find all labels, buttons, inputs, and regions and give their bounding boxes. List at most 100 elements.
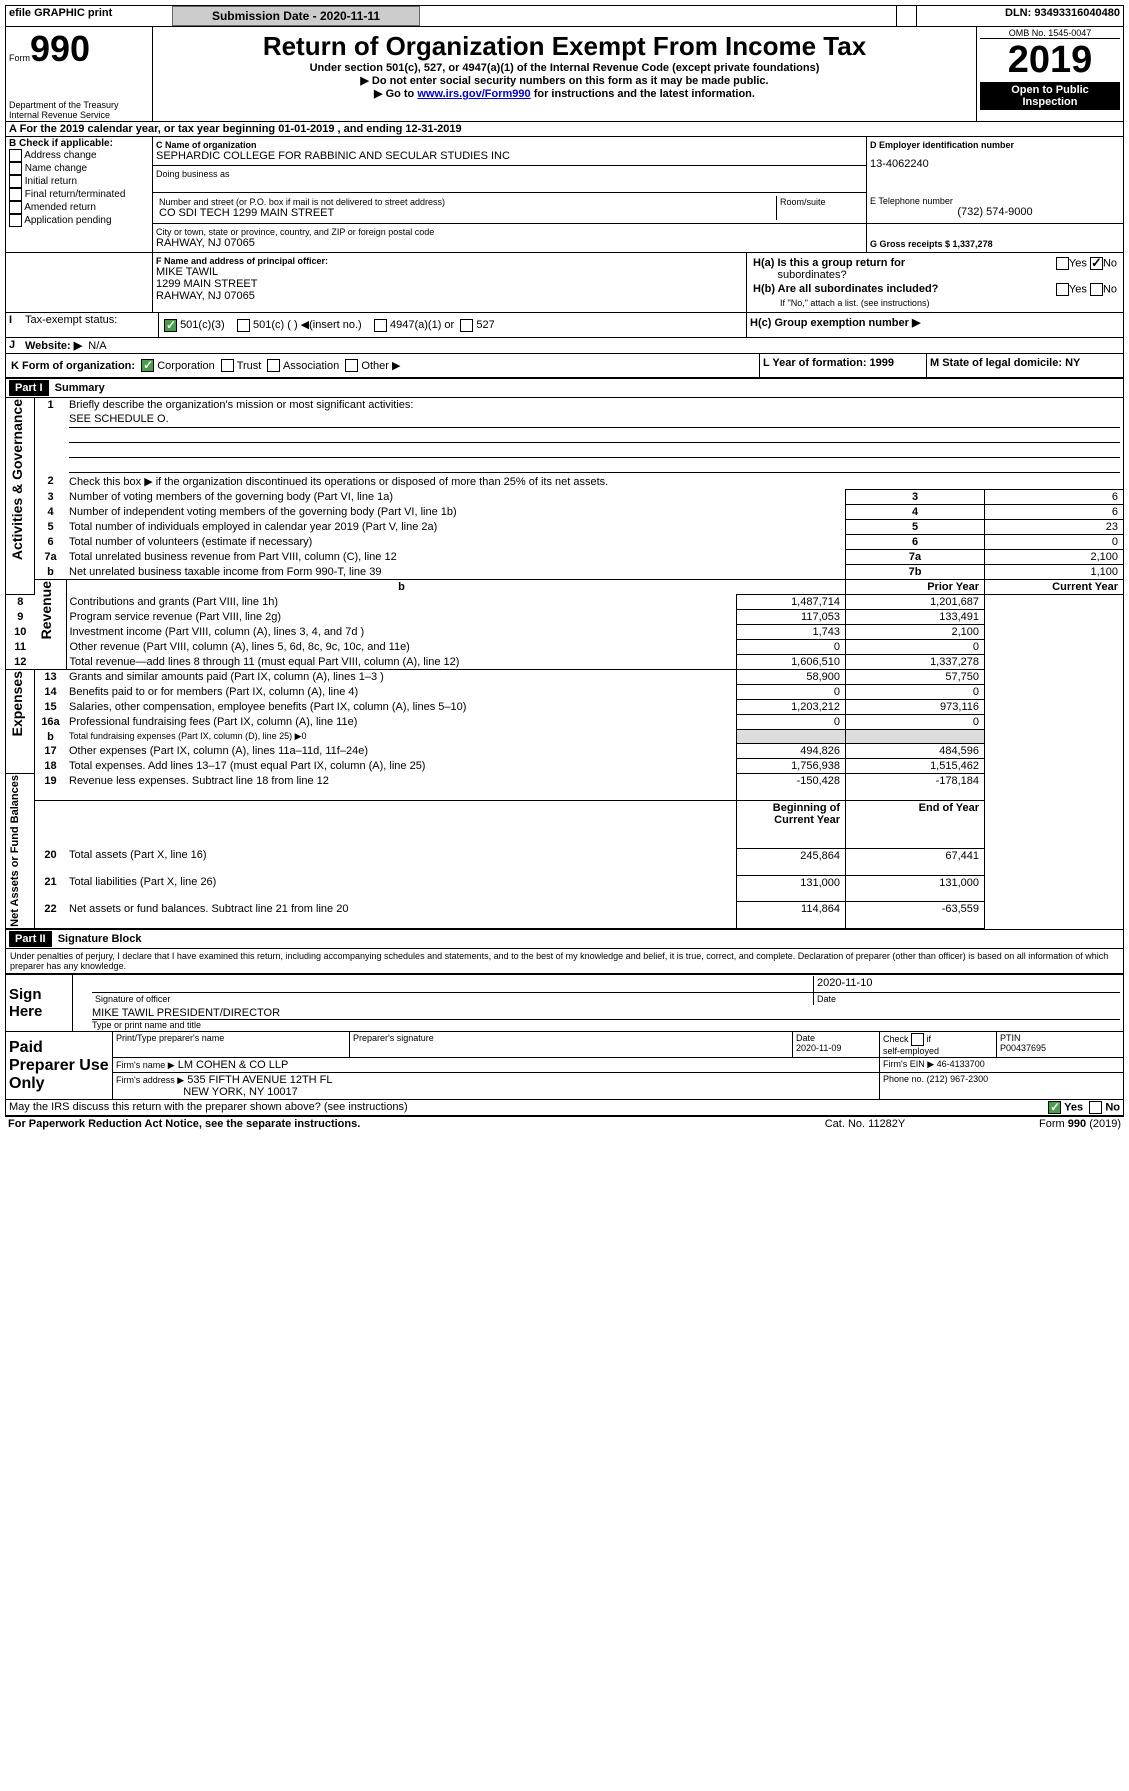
cat-no: Cat. No. 11282Y	[762, 1117, 968, 1131]
f-officer-label: F Name and address of principal officer:	[156, 256, 743, 266]
form990-link[interactable]: www.irs.gov/Form990	[417, 88, 530, 100]
submission-date: Submission Date - 2020-11-11	[172, 6, 420, 26]
b-label: B Check if applicable:	[9, 138, 149, 149]
line7b-val: 1,100	[985, 565, 1124, 580]
officer-name-title: MIKE TAWIL PRESIDENT/DIRECTOR	[92, 1007, 1120, 1020]
prior-year-header: Prior Year	[846, 580, 985, 595]
section-a-year: A For the 2019 calendar year, or tax yea…	[5, 122, 1124, 137]
section-i: I Tax-exempt status: 501(c)(3) 501(c) ( …	[5, 313, 1124, 338]
g-gross: G Gross receipts $ 1,337,278	[870, 239, 1120, 249]
k-trust-check[interactable]	[221, 359, 234, 372]
c-name-label: C Name of organization	[156, 140, 863, 150]
527-check[interactable]	[460, 319, 473, 332]
omb-label: OMB No. 1545-0047	[980, 28, 1120, 39]
side-revenue: Revenue	[38, 581, 54, 639]
room-label: Room/suite	[777, 196, 864, 220]
line14-text: Benefits paid to or for members (Part IX…	[66, 685, 737, 700]
line7a-text: Total unrelated business revenue from Pa…	[66, 550, 737, 565]
prep-date: 2020-11-09	[796, 1043, 841, 1053]
line16b-text: Total fundraising expenses (Part IX, col…	[66, 730, 737, 744]
dba-label: Doing business as	[156, 169, 863, 179]
open-to-public: Open to Public	[986, 84, 1114, 96]
addr-change-check[interactable]: Address change	[9, 149, 149, 162]
line18-text: Total expenses. Add lines 13–17 (must eq…	[66, 759, 737, 774]
self-employed: Check ifself-employed	[880, 1032, 997, 1058]
k-assoc-check[interactable]	[267, 359, 280, 372]
paid-preparer-block: Paid Preparer Use Only Print/Type prepar…	[5, 1032, 1124, 1100]
tax-year-line: A For the 2019 calendar year, or tax yea…	[6, 122, 1124, 137]
website: N/A	[88, 340, 106, 352]
line7a-val: 2,100	[985, 550, 1124, 565]
line8-text: Contributions and grants (Part VIII, lin…	[66, 595, 737, 610]
line1-val: SEE SCHEDULE O.	[69, 413, 1120, 425]
form-note1: Do not enter social security numbers on …	[372, 75, 769, 87]
501c-check[interactable]	[237, 319, 250, 332]
hb-note: If "No," attach a list. (see instruction…	[750, 297, 1120, 309]
phone: (732) 574-9000	[870, 206, 1120, 218]
discuss-yes-check[interactable]	[1048, 1101, 1061, 1114]
e-phone-label: E Telephone number	[870, 196, 1120, 206]
officer-addr2: RAHWAY, NJ 07065	[156, 290, 743, 302]
efile-label: efile GRAPHIC print	[6, 6, 173, 27]
section-j: J Website: ▶ N/A	[5, 338, 1124, 354]
ha-no-check[interactable]	[1090, 257, 1103, 270]
street-addr: CO SDI TECH 1299 MAIN STREET	[159, 207, 773, 219]
sig-officer-label: Signature of officer	[92, 993, 814, 1006]
i-label: Tax-exempt status:	[22, 313, 159, 337]
hb-yes-check[interactable]	[1056, 283, 1069, 296]
section-bg: B Check if applicable: Address change Na…	[5, 137, 1124, 253]
line12-text: Total revenue—add lines 8 through 11 (mu…	[66, 655, 737, 670]
date-label: Date	[814, 993, 1121, 1006]
l-year: L Year of formation: 1999	[763, 357, 894, 369]
k-other-check[interactable]	[345, 359, 358, 372]
current-year-header: Current Year	[985, 580, 1124, 595]
side-expenses: Expenses	[9, 671, 25, 736]
line20-text: Total assets (Part X, line 16)	[66, 848, 737, 875]
form-title: Return of Organization Exempt From Incom…	[163, 31, 966, 62]
firm-ein: 46-4133700	[937, 1059, 985, 1069]
end-year-header: End of Year	[846, 800, 985, 848]
k-label: K Form of organization:	[11, 360, 135, 372]
firm-addr1: 535 FIFTH AVENUE 12TH FL	[187, 1074, 332, 1086]
firm-phone: (212) 967-2300	[927, 1074, 989, 1084]
line6-val: 0	[985, 535, 1124, 550]
line3-val: 6	[985, 490, 1124, 505]
line5-text: Total number of individuals employed in …	[66, 520, 737, 535]
d-ein-label: D Employer identification number	[870, 140, 1120, 150]
self-employed-check[interactable]	[911, 1033, 924, 1046]
paid-preparer-label: Paid Preparer Use Only	[6, 1032, 113, 1100]
dept-label: Department of the Treasury	[9, 100, 149, 110]
hb-label: H(b) Are all subordinates included?	[753, 283, 938, 295]
line9-text: Program service revenue (Part VIII, line…	[66, 610, 737, 625]
application-check[interactable]: Application pending	[9, 214, 149, 227]
ptin: P00437695	[1000, 1043, 1046, 1053]
line13-text: Grants and similar amounts paid (Part IX…	[66, 670, 737, 685]
amended-check[interactable]: Amended return	[9, 201, 149, 214]
irs-label: Internal Revenue Service	[9, 110, 149, 120]
line11-text: Other revenue (Part VIII, column (A), li…	[66, 640, 737, 655]
section-fh: F Name and address of principal officer:…	[5, 253, 1124, 313]
sign-here-label: Sign Here	[6, 974, 73, 1032]
part1-header: Part I Summary	[5, 378, 1124, 398]
501c3-check[interactable]	[164, 319, 177, 332]
line2-text: Check this box ▶ if the organization dis…	[66, 474, 1124, 490]
hb-no-check[interactable]	[1090, 283, 1103, 296]
discuss-row: May the IRS discuss this return with the…	[5, 1100, 1124, 1117]
initial-check[interactable]: Initial return	[9, 175, 149, 188]
name-change-check[interactable]: Name change	[9, 162, 149, 175]
file-header: efile GRAPHIC print Submission Date - 20…	[5, 5, 1124, 27]
ha-yes-check[interactable]	[1056, 257, 1069, 270]
penalty-text: Under penalties of perjury, I declare th…	[5, 949, 1124, 973]
form-number: 990	[30, 28, 90, 69]
paperwork-notice: For Paperwork Reduction Act Notice, see …	[5, 1117, 762, 1131]
k-corp-check[interactable]	[141, 359, 154, 372]
discuss-no-check[interactable]	[1089, 1101, 1102, 1114]
4947-check[interactable]	[374, 319, 387, 332]
side-net: Net Assets or Fund Balances	[9, 775, 21, 927]
line4-val: 6	[985, 505, 1124, 520]
dln: DLN: 93493316040480	[917, 6, 1124, 27]
form-title-block: Form990 Department of the Treasury Inter…	[5, 27, 1124, 122]
section-klm: K Form of organization: Corporation Trus…	[5, 354, 1124, 379]
officer-addr1: 1299 MAIN STREET	[156, 278, 743, 290]
final-check[interactable]: Final return/terminated	[9, 188, 149, 201]
